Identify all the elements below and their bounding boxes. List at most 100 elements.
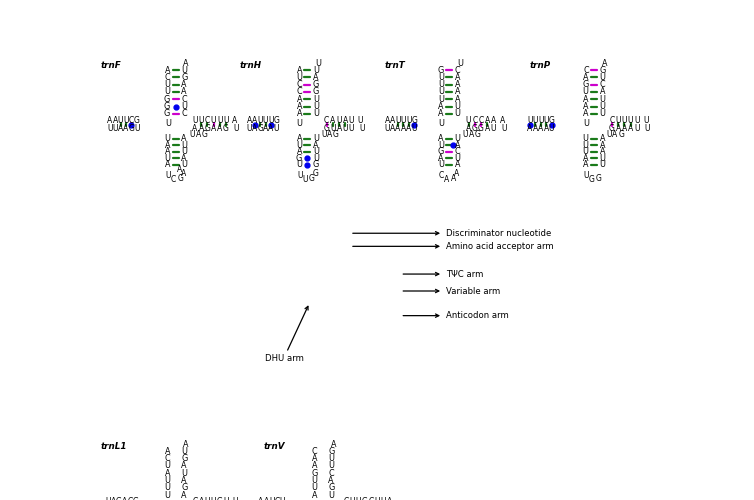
Text: U: U bbox=[466, 116, 471, 126]
Text: G: G bbox=[181, 483, 187, 492]
Text: C: C bbox=[344, 498, 349, 500]
Text: Discriminator nucleotide: Discriminator nucleotide bbox=[446, 229, 551, 238]
Text: U: U bbox=[296, 73, 302, 82]
Text: U: U bbox=[106, 498, 111, 500]
Text: C: C bbox=[455, 66, 460, 74]
Text: G: G bbox=[164, 102, 170, 111]
Text: U: U bbox=[643, 116, 648, 126]
Text: trnT: trnT bbox=[385, 61, 406, 70]
Text: A: A bbox=[615, 124, 621, 133]
Text: U: U bbox=[349, 116, 354, 126]
Text: A: A bbox=[217, 124, 222, 133]
Text: G: G bbox=[437, 66, 444, 74]
Text: U: U bbox=[164, 483, 170, 492]
Text: U: U bbox=[375, 498, 380, 500]
Text: U: U bbox=[223, 498, 228, 500]
Text: U: U bbox=[181, 468, 187, 477]
Text: U: U bbox=[438, 95, 444, 104]
Text: U: U bbox=[491, 124, 496, 133]
Text: A: A bbox=[181, 490, 186, 500]
Text: A: A bbox=[599, 147, 605, 156]
Text: A: A bbox=[122, 498, 127, 500]
Text: A: A bbox=[527, 124, 532, 133]
Text: U: U bbox=[438, 119, 444, 128]
Text: A: A bbox=[390, 116, 395, 126]
Text: A: A bbox=[628, 124, 633, 133]
Text: U: U bbox=[463, 130, 468, 139]
Text: U: U bbox=[311, 476, 317, 485]
Text: A: A bbox=[164, 468, 170, 477]
Text: A: A bbox=[438, 110, 444, 118]
Text: A: A bbox=[181, 476, 186, 485]
Text: U: U bbox=[645, 124, 650, 133]
Text: U: U bbox=[599, 102, 605, 111]
Text: G: G bbox=[475, 130, 481, 139]
Text: A: A bbox=[164, 66, 170, 74]
Text: U: U bbox=[583, 88, 589, 96]
Text: A: A bbox=[455, 140, 460, 149]
Text: U: U bbox=[584, 170, 589, 179]
Text: U: U bbox=[296, 160, 302, 169]
Text: U: U bbox=[438, 73, 444, 82]
Text: U: U bbox=[311, 483, 317, 492]
Text: G: G bbox=[309, 174, 315, 184]
Text: G: G bbox=[296, 154, 302, 162]
Text: A: A bbox=[296, 95, 302, 104]
Text: A: A bbox=[336, 124, 342, 133]
Text: G: G bbox=[164, 110, 170, 118]
Text: G: G bbox=[133, 498, 138, 500]
Text: U: U bbox=[189, 130, 195, 139]
Text: A: A bbox=[198, 124, 204, 133]
Text: A: A bbox=[268, 124, 274, 133]
Text: A: A bbox=[544, 124, 549, 133]
Text: A: A bbox=[466, 124, 471, 133]
Text: A: A bbox=[313, 140, 318, 149]
Text: C: C bbox=[205, 116, 210, 126]
Text: U: U bbox=[181, 160, 187, 169]
Text: U: U bbox=[211, 116, 216, 126]
Text: A: A bbox=[485, 116, 490, 126]
Text: G: G bbox=[609, 124, 615, 133]
Text: A: A bbox=[612, 130, 618, 139]
Text: U: U bbox=[583, 134, 589, 143]
Text: A: A bbox=[387, 498, 392, 500]
Text: A: A bbox=[583, 110, 589, 118]
Text: G: G bbox=[164, 95, 170, 104]
Text: C: C bbox=[312, 446, 317, 456]
Text: U: U bbox=[360, 124, 365, 133]
Text: U: U bbox=[313, 66, 319, 74]
Text: A: A bbox=[599, 140, 605, 149]
Text: A: A bbox=[583, 154, 589, 162]
Text: U: U bbox=[438, 88, 444, 96]
Text: C: C bbox=[181, 95, 187, 104]
Text: U: U bbox=[211, 498, 216, 500]
Text: U: U bbox=[164, 490, 170, 500]
Text: G: G bbox=[582, 80, 589, 89]
Text: U: U bbox=[223, 116, 228, 126]
Text: G: G bbox=[134, 116, 139, 126]
Text: U: U bbox=[274, 124, 279, 133]
Text: A: A bbox=[455, 80, 460, 89]
Text: A: A bbox=[583, 160, 589, 169]
Text: A: A bbox=[312, 490, 317, 500]
Text: G: G bbox=[223, 124, 229, 133]
Text: Variable arm: Variable arm bbox=[446, 286, 501, 296]
Text: G: G bbox=[412, 116, 417, 126]
Text: C: C bbox=[583, 66, 589, 74]
Text: A: A bbox=[164, 160, 170, 169]
Text: G: G bbox=[589, 175, 595, 184]
Text: A: A bbox=[485, 124, 490, 133]
Text: C: C bbox=[164, 454, 170, 463]
Text: U: U bbox=[621, 116, 627, 126]
Text: U: U bbox=[381, 498, 386, 500]
Text: C: C bbox=[609, 116, 615, 126]
Text: A: A bbox=[451, 174, 456, 184]
Text: G: G bbox=[312, 169, 318, 178]
Text: U: U bbox=[330, 124, 336, 133]
Text: A: A bbox=[177, 165, 182, 174]
Text: A: A bbox=[438, 134, 444, 143]
Text: U: U bbox=[628, 116, 633, 126]
Text: U: U bbox=[123, 116, 129, 126]
Text: U: U bbox=[269, 498, 274, 500]
Text: U: U bbox=[583, 147, 589, 156]
